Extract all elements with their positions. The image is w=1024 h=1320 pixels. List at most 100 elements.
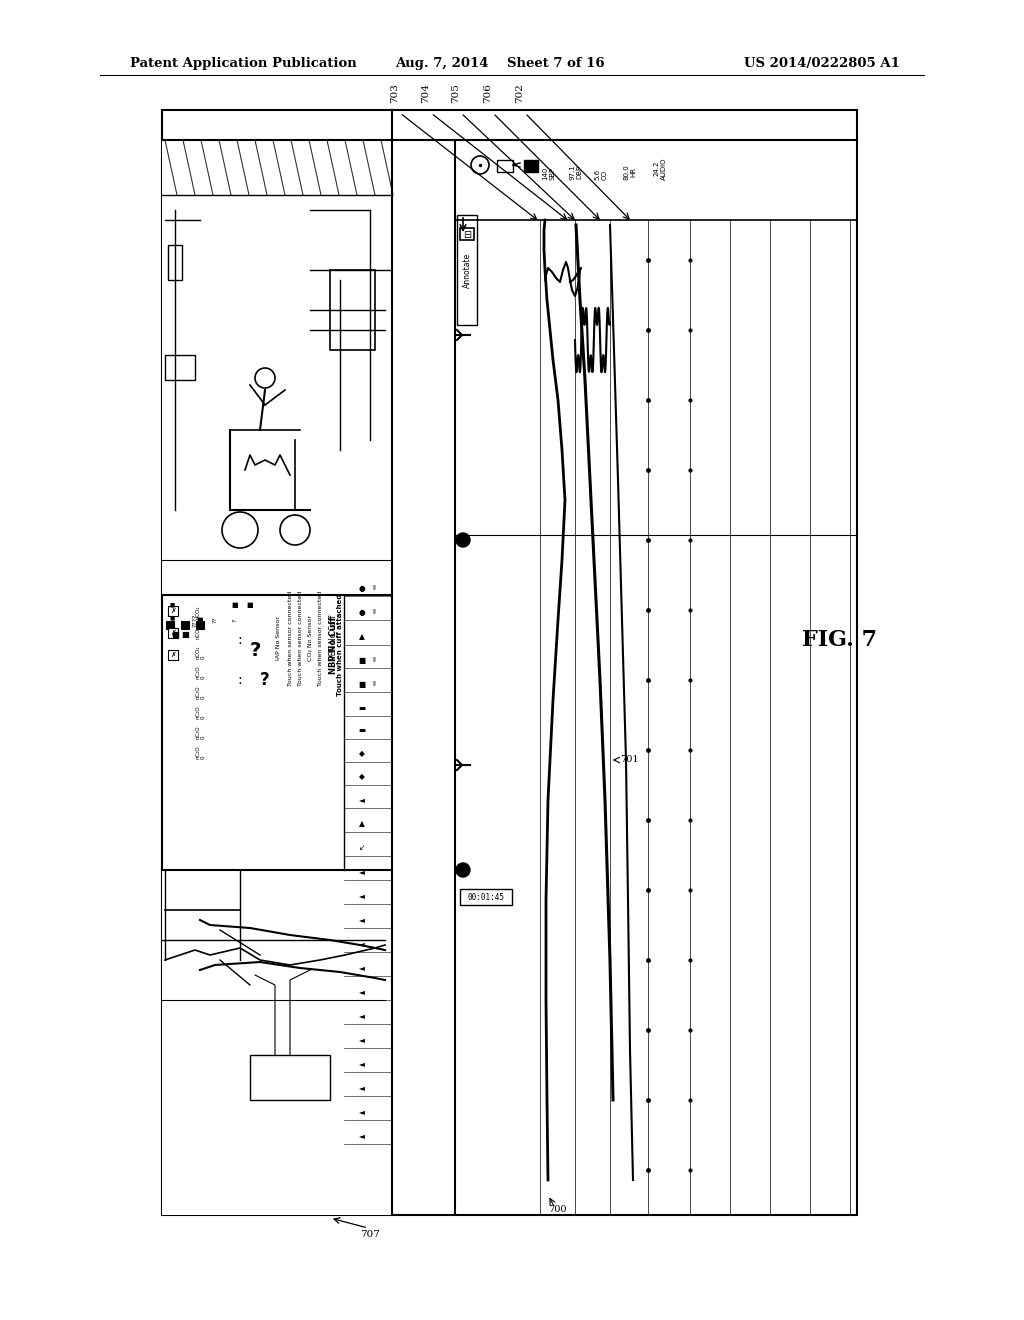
Text: nC₂O
0: nC₂O 0	[195, 725, 206, 739]
Text: II: II	[372, 657, 376, 663]
Text: :: :	[238, 673, 243, 686]
Text: ✗: ✗	[170, 652, 176, 657]
Text: ✗: ✗	[170, 630, 176, 636]
Bar	[162, 110, 857, 1214]
Text: ◄: ◄	[359, 796, 365, 804]
Text: ▬: ▬	[358, 726, 366, 735]
Text: 140
SBP: 140 SBP	[543, 166, 555, 180]
Text: Aug. 7, 2014    Sheet 7 of 16: Aug. 7, 2014 Sheet 7 of 16	[395, 57, 605, 70]
Bar	[524, 160, 538, 172]
Text: ■: ■	[247, 602, 253, 609]
Text: ◄: ◄	[359, 987, 365, 997]
Text: ◄: ◄	[359, 1107, 365, 1117]
Text: ◄: ◄	[359, 1035, 365, 1044]
Text: ▲: ▲	[359, 820, 365, 829]
Text: ■: ■	[231, 602, 239, 609]
Text: ?: ?	[249, 640, 261, 660]
Text: 706: 706	[483, 83, 493, 103]
Text: Touch when sensor connected: Touch when sensor connected	[288, 590, 293, 685]
Text: ■: ■	[169, 615, 175, 620]
Text: 703: 703	[390, 83, 399, 103]
Text: ■: ■	[181, 631, 189, 639]
Text: 702: 702	[515, 83, 524, 103]
Text: FIG. 7: FIG. 7	[803, 630, 878, 651]
Text: ◄: ◄	[359, 940, 365, 949]
Text: Touch when cuff attached: Touch when cuff attached	[337, 594, 343, 696]
Text: ◄: ◄	[359, 916, 365, 924]
Bar	[330, 271, 375, 350]
Text: 707: 707	[360, 1230, 380, 1239]
Text: 80.0
HR: 80.0 HR	[624, 164, 637, 180]
Text: ◄: ◄	[359, 1011, 365, 1020]
Text: nC₂O
0: nC₂O 0	[195, 746, 206, 759]
Bar	[460, 888, 512, 906]
Text: ↙: ↙	[358, 843, 366, 853]
Text: ??: ??	[213, 616, 217, 623]
Bar	[168, 649, 178, 660]
Text: ■: ■	[197, 616, 204, 623]
Text: ?: ?	[260, 671, 270, 689]
Circle shape	[456, 863, 470, 876]
Text: nC₂O
0: nC₂O 0	[195, 685, 206, 698]
Circle shape	[456, 533, 470, 546]
Bar	[196, 620, 204, 630]
Text: ????: ????	[193, 614, 198, 627]
Bar	[181, 620, 189, 630]
Text: 705: 705	[452, 83, 461, 103]
Text: ◄: ◄	[359, 891, 365, 900]
Text: ◆: ◆	[359, 772, 365, 781]
Bar	[168, 606, 178, 616]
Text: ✗: ✗	[170, 609, 176, 614]
Text: CO₂ No Sensor: CO₂ No Sensor	[307, 615, 312, 661]
Text: 704: 704	[422, 83, 430, 103]
Text: 97.1
DBP: 97.1 DBP	[569, 164, 583, 180]
Text: ●: ●	[358, 607, 366, 616]
Text: ◄: ◄	[359, 1060, 365, 1068]
Bar	[165, 355, 195, 380]
Text: nC₂O
0: nC₂O 0	[195, 665, 206, 678]
Bar	[460, 228, 474, 240]
Text: NBP No Cuff: NBP No Cuff	[329, 615, 338, 661]
Text: 700: 700	[548, 1205, 566, 1214]
Text: ⊟: ⊟	[463, 230, 471, 240]
Text: ◄: ◄	[359, 1084, 365, 1093]
Text: II: II	[372, 681, 376, 686]
Text: US 2014/0222805 A1: US 2014/0222805 A1	[744, 57, 900, 70]
Text: Touch when sensor connected: Touch when sensor connected	[298, 590, 302, 685]
Text: NBP No Cuff: NBP No Cuff	[329, 616, 338, 673]
Text: nCO₂
0: nCO₂ 0	[195, 645, 206, 659]
Text: ?: ?	[232, 618, 238, 622]
Bar	[168, 246, 182, 280]
Text: ◄: ◄	[359, 964, 365, 973]
Bar	[162, 870, 392, 1214]
Text: ◄: ◄	[359, 1131, 365, 1140]
Text: ▬: ▬	[358, 704, 366, 713]
Bar	[162, 140, 392, 595]
Text: ●: ●	[358, 583, 366, 593]
Text: 5.6
CO: 5.6 CO	[595, 169, 607, 180]
Text: IAP No Sensor: IAP No Sensor	[275, 616, 281, 660]
Bar	[168, 628, 178, 638]
Text: 701: 701	[620, 755, 639, 764]
Bar	[457, 215, 477, 325]
Text: ■: ■	[358, 656, 366, 664]
Text: ■: ■	[169, 602, 175, 607]
Text: Patent Application Publication: Patent Application Publication	[130, 57, 356, 70]
Text: ▲: ▲	[359, 632, 365, 642]
Text: :: :	[238, 634, 243, 647]
Text: ■: ■	[358, 680, 366, 689]
Text: II: II	[372, 609, 376, 615]
Text: ■: ■	[171, 631, 179, 639]
Text: nCO₂: nCO₂	[195, 605, 200, 619]
Text: ◄: ◄	[359, 867, 365, 876]
Text: 24.2
AUDIO: 24.2 AUDIO	[653, 157, 667, 180]
Bar	[497, 160, 513, 172]
Text: II: II	[372, 585, 376, 591]
Text: nC₂O
0: nC₂O 0	[195, 705, 206, 719]
Text: 00:01:45: 00:01:45	[468, 892, 505, 902]
Text: nCO₂: nCO₂	[195, 626, 200, 639]
Text: ◆: ◆	[359, 750, 365, 759]
Bar	[166, 620, 174, 630]
Text: Annotate: Annotate	[463, 252, 471, 288]
Text: Touch when sensor connected: Touch when sensor connected	[317, 590, 323, 685]
